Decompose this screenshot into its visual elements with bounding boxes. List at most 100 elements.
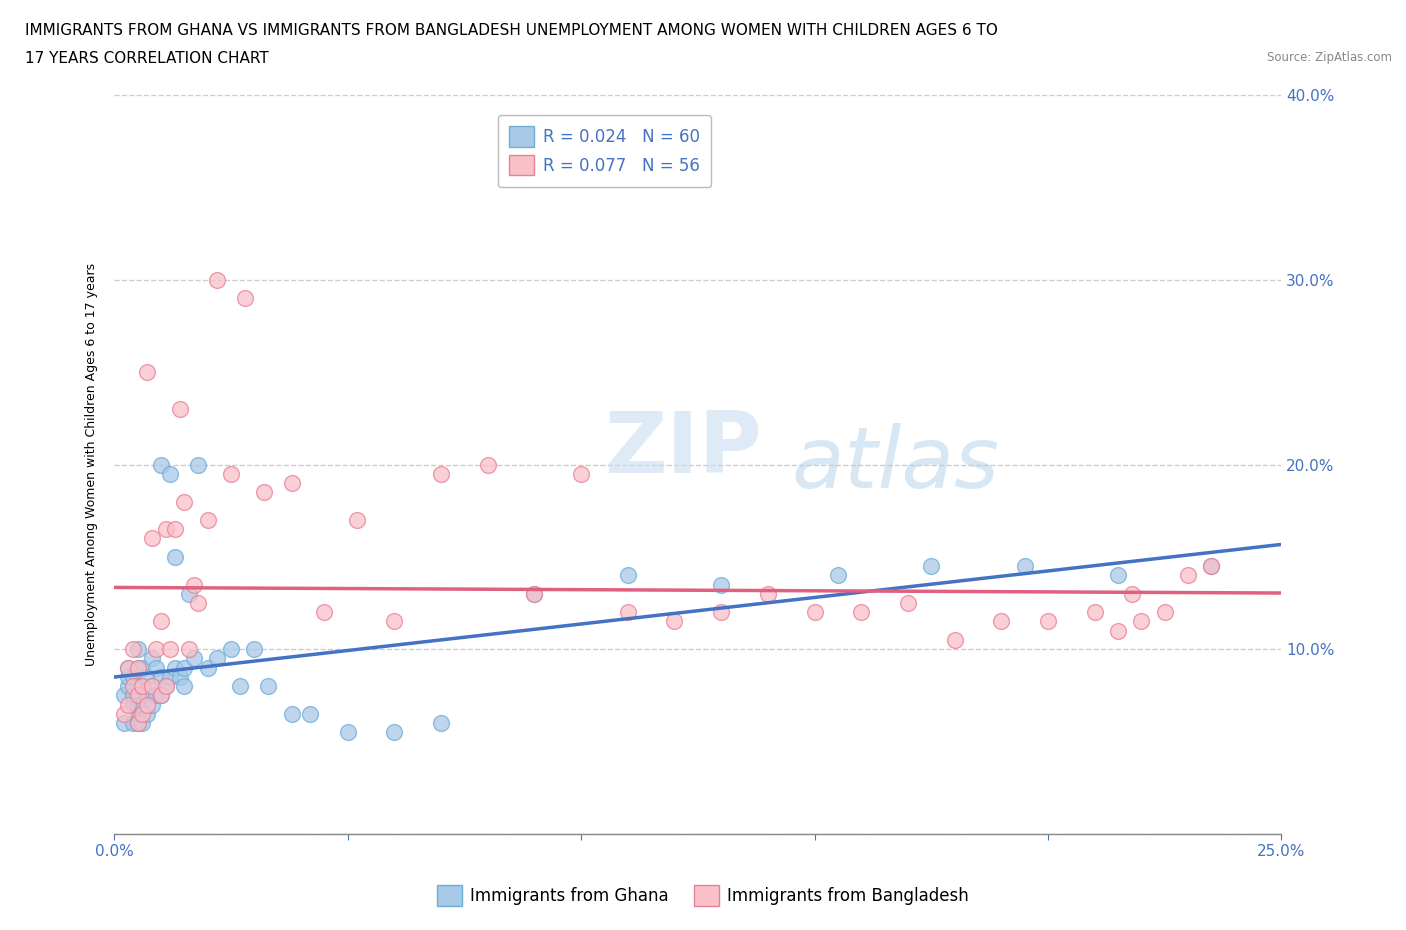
Point <box>183 578 205 592</box>
Point <box>1121 587 1143 602</box>
Point <box>173 660 195 675</box>
Point <box>127 660 149 675</box>
Point <box>177 587 200 602</box>
Point <box>1107 623 1129 638</box>
Point <box>117 660 139 675</box>
Point <box>149 458 172 472</box>
Point <box>149 688 172 703</box>
Point <box>141 679 163 694</box>
Point <box>430 466 453 481</box>
Point <box>257 679 280 694</box>
Point <box>163 522 186 537</box>
Point <box>131 707 153 722</box>
Point <box>163 660 186 675</box>
Point <box>1107 568 1129 583</box>
Point <box>136 698 159 712</box>
Point <box>1014 559 1036 574</box>
Point <box>169 670 191 684</box>
Point <box>173 494 195 509</box>
Point <box>112 707 135 722</box>
Point <box>149 670 172 684</box>
Point <box>617 604 640 619</box>
Point <box>1177 568 1199 583</box>
Point <box>127 642 149 657</box>
Point <box>1084 604 1107 619</box>
Point <box>1201 559 1223 574</box>
Point <box>253 485 276 499</box>
Point <box>920 559 942 574</box>
Point <box>145 688 167 703</box>
Point <box>756 587 779 602</box>
Point <box>1130 614 1153 629</box>
Point <box>523 587 546 602</box>
Y-axis label: Unemployment Among Women with Children Ages 6 to 17 years: Unemployment Among Women with Children A… <box>86 263 98 666</box>
Point <box>122 715 145 730</box>
Point <box>173 679 195 694</box>
Point <box>131 698 153 712</box>
Text: Source: ZipAtlas.com: Source: ZipAtlas.com <box>1267 51 1392 64</box>
Point <box>710 578 733 592</box>
Point <box>205 651 228 666</box>
Point <box>523 587 546 602</box>
Point <box>141 698 163 712</box>
Point <box>163 550 186 565</box>
Point <box>617 568 640 583</box>
Point <box>197 512 219 527</box>
Point <box>943 632 966 647</box>
Text: ZIP: ZIP <box>605 408 762 491</box>
Point <box>382 724 405 739</box>
Point <box>851 604 873 619</box>
Point <box>183 651 205 666</box>
Point <box>187 458 209 472</box>
Point <box>243 642 266 657</box>
Point <box>187 595 209 610</box>
Point <box>122 670 145 684</box>
Point <box>117 670 139 684</box>
Point <box>131 679 153 694</box>
Point <box>1036 614 1059 629</box>
Point <box>127 688 149 703</box>
Point <box>219 642 242 657</box>
Point <box>314 604 336 619</box>
Point <box>136 365 159 379</box>
Point <box>897 595 920 610</box>
Text: atlas: atlas <box>792 423 1000 506</box>
Legend: Immigrants from Ghana, Immigrants from Bangladesh: Immigrants from Ghana, Immigrants from B… <box>430 879 976 912</box>
Point <box>127 715 149 730</box>
Point <box>141 679 163 694</box>
Point <box>127 698 149 712</box>
Point <box>127 715 149 730</box>
Point <box>131 715 153 730</box>
Point <box>1153 604 1175 619</box>
Point <box>169 402 191 417</box>
Point <box>346 512 368 527</box>
Point <box>122 688 145 703</box>
Point <box>803 604 825 619</box>
Point <box>117 660 139 675</box>
Point <box>159 642 181 657</box>
Point <box>280 707 302 722</box>
Point <box>127 660 149 675</box>
Point <box>131 660 153 675</box>
Point <box>827 568 849 583</box>
Point <box>112 688 135 703</box>
Point <box>141 531 163 546</box>
Point <box>155 522 177 537</box>
Point <box>569 466 592 481</box>
Point <box>136 707 159 722</box>
Point <box>229 679 252 694</box>
Point <box>197 660 219 675</box>
Point <box>280 475 302 490</box>
Point <box>299 707 322 722</box>
Point <box>159 670 181 684</box>
Point <box>127 679 149 694</box>
Point <box>149 688 172 703</box>
Point <box>155 679 177 694</box>
Point <box>477 458 499 472</box>
Point <box>430 715 453 730</box>
Legend: R = 0.024   N = 60, R = 0.077   N = 56: R = 0.024 N = 60, R = 0.077 N = 56 <box>498 114 711 187</box>
Point <box>219 466 242 481</box>
Point <box>131 679 153 694</box>
Point <box>145 660 167 675</box>
Point <box>136 670 159 684</box>
